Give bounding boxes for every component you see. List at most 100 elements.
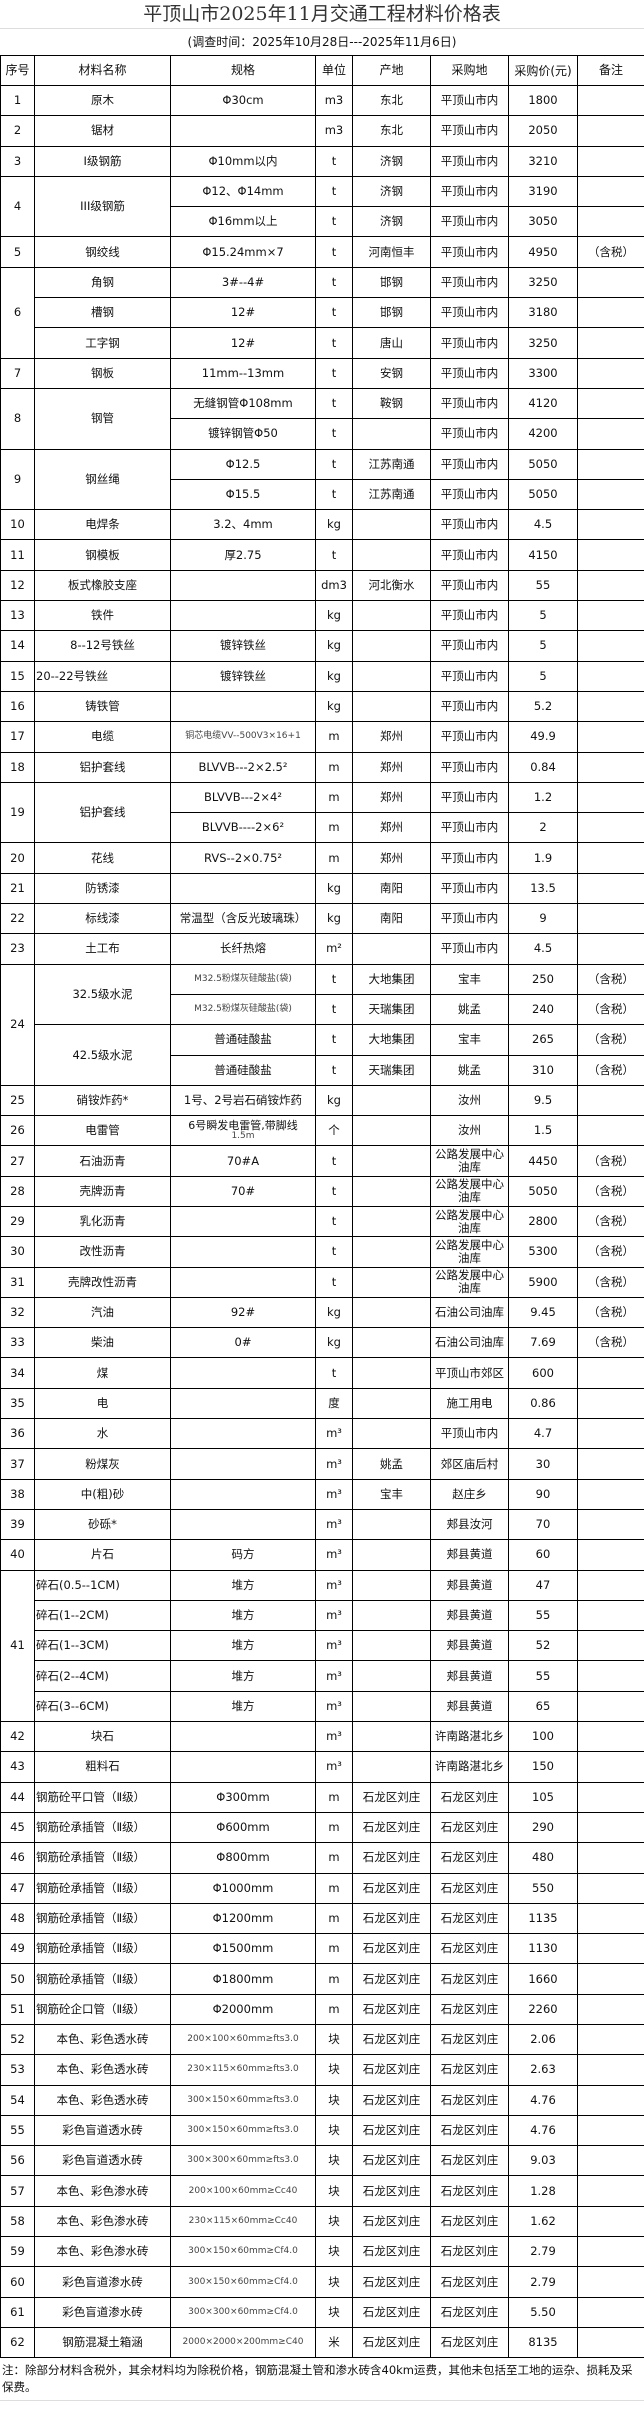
cell-place: 宝丰 xyxy=(430,1024,509,1056)
table-row: BLVVB----2×6² m 郑州 平顶山市内 2 xyxy=(1,812,644,844)
cell-no: 37 xyxy=(0,1448,35,1480)
cell-spec xyxy=(170,1508,316,1541)
cell-spec: 厚2.75 xyxy=(170,539,316,571)
table-row: 39 砂砾* m³ 郏县汝河 70 xyxy=(0,1508,644,1541)
cell-origin: 石龙区刘庄 xyxy=(352,1811,431,1844)
survey-period: (调查时间：2025年10月28日---2025年11月6日) xyxy=(187,35,457,49)
table-row: 32 汽油 92# kg 石油公司油库 9.45 （含税） xyxy=(0,1296,644,1329)
cell-no: 39 xyxy=(0,1508,35,1541)
cell-name: 粉煤灰 xyxy=(34,1448,171,1480)
cell-price: 2.63 xyxy=(508,2054,578,2086)
cell-unit: 个 xyxy=(315,1115,353,1147)
cell-no: 41 xyxy=(0,1569,35,1723)
cell-unit: m³ xyxy=(315,1630,353,1662)
table-row: 31 壳牌改性沥青 t 公路发展中心油库 5900 （含税） xyxy=(0,1266,644,1298)
cell-origin: 石龙区刘庄 xyxy=(352,2023,431,2056)
cell-place: 石龙区刘庄 xyxy=(430,2084,509,2116)
cell-spec: BLVVB---2×2.5² xyxy=(170,751,316,783)
cell-name: 本色、彩色透水砖 xyxy=(34,2023,171,2056)
cell-name: 壳牌沥青 xyxy=(34,1175,171,1207)
table-row: 17 电缆 铜芯电缆VV--500V3×16+1 m 郑州 平顶山市内 49.9 xyxy=(0,721,644,753)
cell-price: 70 xyxy=(508,1508,578,1541)
cell-origin xyxy=(352,1296,431,1329)
cell-unit: m3 xyxy=(315,115,353,147)
cell-price: 9.5 xyxy=(508,1084,578,1117)
cell-note xyxy=(577,2296,644,2328)
cell-origin: 姚孟 xyxy=(352,1448,431,1480)
cell-no: 57 xyxy=(0,2175,35,2207)
cell-spec: Φ15.24mm×7 xyxy=(170,236,316,268)
cell-spec: M32.5粉煤灰硅酸盐(袋) xyxy=(170,993,316,1026)
cell-name: 本色、彩色渗水砖 xyxy=(34,2236,171,2268)
table-row: 26 电雷管 6号瞬发电雷管,带脚线 1.5m 个汝州 1.5 xyxy=(0,1115,644,1147)
cell-price: 9.03 xyxy=(508,2145,578,2177)
cell-spec: 镀锌铁丝 xyxy=(170,630,316,662)
cell-origin: 南阳 xyxy=(352,903,431,935)
cell-unit: 块 xyxy=(315,2145,353,2177)
table-row: 53 本色、彩色透水砖 230×115×60mm≥fts3.0 块石龙区刘庄 石龙区刘庄… xyxy=(0,2054,644,2086)
cell-name: 柴油 xyxy=(34,1327,171,1359)
cell-price: 2800 xyxy=(508,1205,578,1238)
table-row: 14 8--12号铁丝 镀锌铁丝 kg 平顶山市内 5 xyxy=(0,630,644,662)
cell-place: 平顶山市内 xyxy=(430,175,509,208)
cell-origin: 安钢 xyxy=(352,357,431,389)
cell-note xyxy=(577,630,644,662)
cell-note: （含税） xyxy=(577,1145,644,1177)
table-row: 20 花线 RVS--2×0.75² m 郑州 平顶山市内 1.9 xyxy=(0,842,644,874)
cell-name: 钢绞线 xyxy=(34,236,171,268)
cell-origin: 济钢 xyxy=(352,145,431,177)
col-header-name: 材料名称 xyxy=(34,55,171,86)
table-row: 30 改性沥青 t 公路发展中心油库 5300 （含税） xyxy=(0,1236,644,1268)
cell-spec: 300×150×60mm≥Cf4.0 xyxy=(170,2266,316,2298)
cell-place: 平顶山市内 xyxy=(430,509,509,541)
table-row: M32.5粉煤灰硅酸盐(袋) t 天瑞集团 姚孟 240 （含税） xyxy=(1,993,644,1026)
cell-note xyxy=(577,1357,644,1389)
cell-origin: 石龙区刘庄 xyxy=(352,2054,431,2086)
cell-origin xyxy=(352,1751,431,1783)
cell-origin xyxy=(352,1599,431,1632)
cell-note xyxy=(577,115,644,147)
cell-no: 34 xyxy=(0,1357,35,1389)
cell-note: （含税） xyxy=(577,1205,644,1238)
cell-spec: BLVVB----2×6² xyxy=(170,812,316,844)
cell-spec: 镀锌铁丝 xyxy=(170,660,316,692)
cell-unit: t xyxy=(315,206,353,238)
cell-no: 18 xyxy=(0,751,35,783)
cell-note xyxy=(577,1084,644,1117)
cell-name: 钢筋砼承插管（Ⅱ级） xyxy=(34,1842,171,1874)
cell-unit: m xyxy=(315,1872,353,1904)
cell-place: 平顶山市内 xyxy=(430,630,509,662)
cell-no: 10 xyxy=(0,509,35,541)
table-row: Φ16mm以上 t 济钢 平顶山市内 3050 xyxy=(1,206,644,238)
cell-unit: m xyxy=(315,1842,353,1874)
cell-note xyxy=(577,1781,644,1813)
cell-no: 36 xyxy=(0,1418,35,1450)
cell-note: （含税） xyxy=(577,1327,644,1359)
cell-spec: Φ1800mm xyxy=(170,1963,316,1995)
cell-spec xyxy=(170,600,316,632)
cell-price: 150 xyxy=(508,1751,578,1783)
cell-price: 9.45 xyxy=(508,1296,578,1329)
cell-no: 32 xyxy=(0,1296,35,1329)
cell-name: 原木 xyxy=(34,84,171,117)
cell-unit: t xyxy=(315,1266,353,1298)
cell-spec: 铜芯电缆VV--500V3×16+1 xyxy=(170,721,316,753)
cell-origin: 石龙区刘庄 xyxy=(352,2266,431,2298)
cell-no: 45 xyxy=(0,1811,35,1844)
cell-origin xyxy=(352,1539,431,1571)
cell-unit: 块 xyxy=(315,2296,353,2328)
cell-spec xyxy=(170,1387,316,1420)
cell-note xyxy=(577,1418,644,1450)
cell-unit: t xyxy=(315,1236,353,1268)
cell-origin: 郑州 xyxy=(352,812,431,844)
cell-name: 标线漆 xyxy=(34,903,171,935)
cell-note xyxy=(577,1599,644,1632)
price-table: 序号 材料名称 规格 单位 产地 采购地 采购价(元) 备注 1 原木 Φ30cm m… xyxy=(0,55,644,2359)
cell-origin: 邯钢 xyxy=(352,266,431,299)
cell-no: 25 xyxy=(0,1084,35,1117)
cell-spec: Φ16mm以上 xyxy=(170,206,316,238)
cell-price: 3180 xyxy=(508,297,578,329)
cell-name: 钢筋砼平口管（Ⅱ级） xyxy=(34,1781,171,1813)
cell-unit: m³ xyxy=(315,1690,353,1723)
cell-origin: 江苏南通 xyxy=(352,478,431,511)
